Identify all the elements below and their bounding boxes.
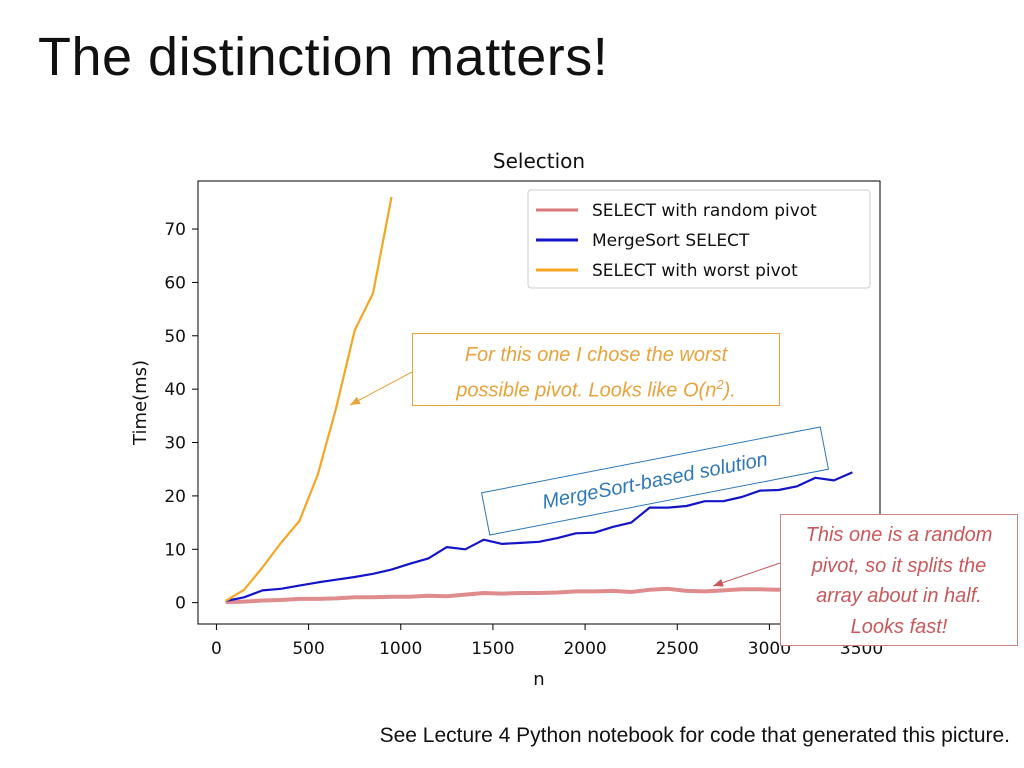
- legend-box: [527, 189, 871, 289]
- random-pivot-annotation: This one is a random pivot, so it splits…: [780, 514, 1018, 646]
- slide-title: The distinction matters!: [38, 27, 609, 87]
- worst-annotation-line-2-end: ).: [723, 379, 736, 402]
- series-line-1: [225, 586, 853, 605]
- y-tick-label: 50: [164, 327, 186, 347]
- worst-pivot-annotation: For this one I chose the worst possible …: [412, 333, 780, 406]
- y-tick-label: 0: [175, 594, 186, 614]
- legend-label-3: SELECT with worst pivot: [592, 261, 798, 281]
- random-annotation-arrow-head: [713, 578, 724, 587]
- random-annotation-line-4: Looks fast!: [850, 615, 948, 638]
- random-annotation-arrow: [712, 561, 784, 587]
- worst-annotation-arrow: [349, 371, 413, 406]
- chart-title: Selection: [493, 149, 585, 173]
- worst-annotation-arrow-head: [350, 396, 361, 405]
- x-tick-label: 1000: [379, 639, 422, 659]
- y-tick-label: 60: [164, 273, 186, 293]
- y-tick-label: 70: [164, 220, 186, 240]
- x-tick-label: 500: [292, 639, 324, 659]
- x-tick-label: 2000: [563, 639, 606, 659]
- series-line-3: [225, 196, 393, 602]
- y-axis-label: Time(ms): [130, 360, 151, 446]
- x-tick-label: 0: [211, 639, 222, 659]
- y-tick-label: 40: [164, 380, 186, 400]
- y-tick-label: 30: [164, 434, 186, 454]
- worst-annotation-superscript: 2: [716, 377, 724, 392]
- legend-label-2: MergeSort SELECT: [592, 231, 750, 251]
- legend-label-1: SELECT with random pivot: [592, 201, 817, 221]
- x-axis-label: n: [533, 669, 544, 690]
- x-tick-label: 1500: [471, 639, 514, 659]
- worst-annotation-line-2-text: possible pivot. Looks like O(n: [456, 379, 717, 402]
- random-annotation-line-2: pivot, so it splits the: [811, 554, 987, 577]
- series-line-2: [225, 471, 853, 603]
- worst-annotation-line-2: possible pivot. Looks like O(n2).: [413, 370, 779, 406]
- y-tick-label: 20: [164, 487, 186, 507]
- random-annotation-line-1: This one is a random: [805, 524, 993, 546]
- random-annotation-line-3: array about in half.: [816, 585, 982, 607]
- x-tick-label: 2500: [656, 639, 699, 659]
- y-tick-label: 10: [164, 540, 186, 560]
- worst-annotation-line-1: For this one I chose the worst: [464, 344, 728, 366]
- footnote: See Lecture 4 Python notebook for code t…: [379, 724, 1010, 747]
